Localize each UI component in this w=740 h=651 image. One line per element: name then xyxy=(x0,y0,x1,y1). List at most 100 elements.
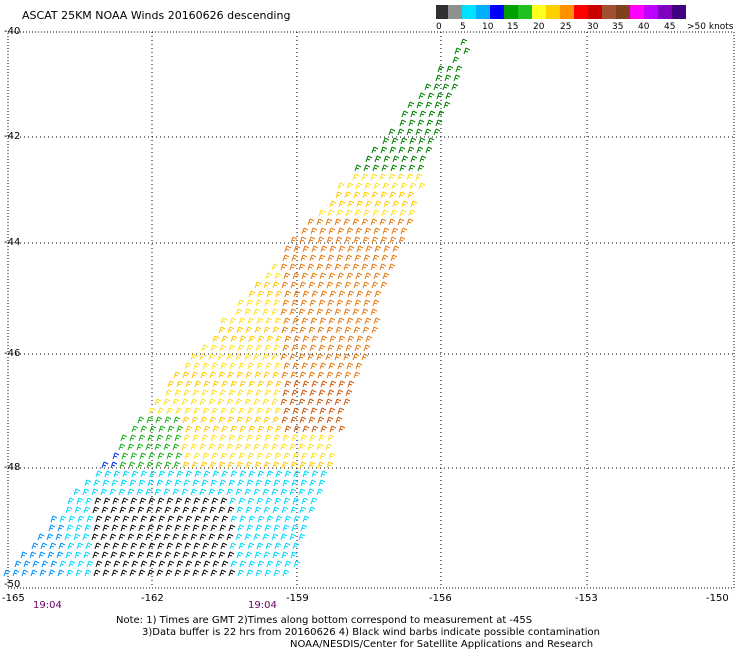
wind-barb xyxy=(235,398,243,406)
wind-barb xyxy=(398,146,406,154)
wind-barb xyxy=(388,263,396,271)
wind-barb xyxy=(236,326,244,334)
wind-barb xyxy=(209,551,217,559)
wind-barb xyxy=(211,407,219,415)
wind-barb xyxy=(191,551,199,559)
wind-barb xyxy=(228,434,236,442)
wind-barb xyxy=(401,155,409,163)
wind-barb xyxy=(271,353,279,361)
wind-barb xyxy=(103,497,111,505)
wind-barb xyxy=(309,254,317,262)
legend-swatch xyxy=(436,5,448,19)
wind-barb xyxy=(320,470,328,478)
wind-barb xyxy=(237,389,245,397)
wind-barb xyxy=(273,434,281,442)
wind-barb xyxy=(245,461,253,469)
wind-barb xyxy=(227,416,235,424)
wind-barb xyxy=(326,326,334,334)
wind-barb xyxy=(301,362,309,370)
footnotes: Note: 1) Times are GMT 2)Times along bot… xyxy=(116,615,600,651)
wind-barb xyxy=(325,218,333,226)
wind-barb xyxy=(145,443,153,451)
wind-barb xyxy=(347,335,355,343)
wind-barb xyxy=(337,317,345,325)
wind-barb xyxy=(112,497,120,505)
wind-barb xyxy=(176,560,184,568)
wind-barb xyxy=(408,209,416,217)
wind-barb xyxy=(271,443,279,451)
wind-barb xyxy=(235,488,243,496)
wind-barb xyxy=(29,551,37,559)
wind-barb xyxy=(326,281,334,289)
wind-barb xyxy=(256,362,264,370)
wind-barb xyxy=(356,335,364,343)
wind-barb xyxy=(372,209,380,217)
wind-barb xyxy=(93,479,101,487)
wind-barb xyxy=(147,479,155,487)
wind-barb xyxy=(255,389,263,397)
wind-barb xyxy=(219,344,227,352)
wind-barb xyxy=(163,398,171,406)
legend-labels: 0 5 10 15 20 25 30 35 40 45 >50 knots xyxy=(436,22,740,34)
wind-barb xyxy=(154,398,162,406)
wind-barb xyxy=(84,569,92,577)
wind-barb xyxy=(398,191,406,199)
wind-barb xyxy=(257,335,265,343)
wind-barb xyxy=(221,560,229,568)
wind-barb xyxy=(253,308,261,316)
wind-barb xyxy=(320,245,328,253)
wind-barb xyxy=(379,173,387,181)
wind-barb xyxy=(211,542,219,550)
wind-barb xyxy=(290,281,298,289)
wind-barb xyxy=(246,479,254,487)
wind-barb xyxy=(362,326,370,334)
wind-barb xyxy=(281,461,289,469)
wind-barb xyxy=(238,407,246,415)
wind-barb xyxy=(293,470,301,478)
wind-barb xyxy=(94,497,102,505)
wind-barb xyxy=(361,173,369,181)
wind-barb xyxy=(311,290,319,298)
wind-barb xyxy=(325,263,333,271)
wind-barb xyxy=(453,74,461,82)
wind-barb xyxy=(183,434,191,442)
wind-barb xyxy=(148,407,156,415)
wind-barb xyxy=(208,443,216,451)
legend-swatch xyxy=(560,5,574,19)
wind-barb xyxy=(239,380,247,388)
wind-barb xyxy=(389,191,397,199)
wind-barb xyxy=(428,110,436,118)
wind-barb xyxy=(272,281,280,289)
wind-barb xyxy=(192,479,200,487)
wind-barb xyxy=(191,461,199,469)
wind-barb xyxy=(419,155,427,163)
wind-barb xyxy=(185,470,193,478)
wind-barb xyxy=(265,272,273,280)
wind-barb xyxy=(264,389,272,397)
wind-barb xyxy=(138,434,146,442)
legend-swatch xyxy=(448,5,462,19)
wind-barb xyxy=(373,272,381,280)
wind-barb xyxy=(300,299,308,307)
wind-barb xyxy=(308,236,316,244)
wind-barb xyxy=(165,569,173,577)
wind-barb xyxy=(436,92,444,100)
wind-barb xyxy=(111,569,119,577)
wind-barb xyxy=(217,488,225,496)
wind-barb xyxy=(291,254,299,262)
wind-barb xyxy=(194,560,202,568)
wind-barb xyxy=(128,506,136,514)
swath-time: 19:04 xyxy=(248,600,277,611)
wind-barb xyxy=(399,119,407,127)
wind-barb xyxy=(435,119,443,127)
wind-barb xyxy=(370,263,378,271)
wind-barb xyxy=(130,452,138,460)
wind-barb xyxy=(389,236,397,244)
wind-barb xyxy=(202,452,210,460)
wind-barb xyxy=(374,200,382,208)
wind-barb xyxy=(284,515,292,523)
wind-barb xyxy=(280,398,288,406)
wind-barb xyxy=(299,371,307,379)
wind-barb xyxy=(131,560,139,568)
wind-barb xyxy=(293,335,301,343)
